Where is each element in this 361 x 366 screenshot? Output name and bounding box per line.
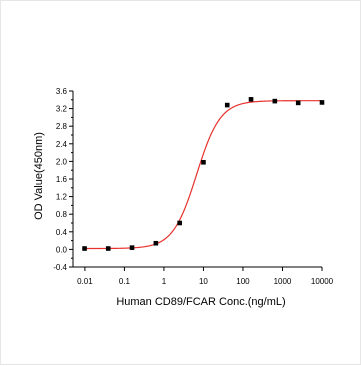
x-axis-ticks: 0.01 0.1 1 10 100 1000 10000 bbox=[77, 267, 334, 286]
y-tick-label: 1.6 bbox=[56, 175, 68, 184]
x-tick-label: 1 bbox=[162, 277, 167, 286]
y-tick-label: 3.2 bbox=[56, 105, 68, 114]
y-tick-label: 2.4 bbox=[56, 140, 68, 149]
x-tick-label: 10000 bbox=[311, 277, 334, 286]
data-point bbox=[224, 102, 230, 108]
y-tick-label: 0.0 bbox=[56, 245, 68, 254]
data-point bbox=[319, 100, 325, 105]
y-tick-label: 0.8 bbox=[56, 210, 68, 219]
x-tick-label: 0.1 bbox=[119, 277, 131, 286]
fit-curve bbox=[84, 100, 322, 250]
data-point bbox=[272, 98, 278, 104]
y-tick-label: 1.2 bbox=[56, 193, 68, 202]
data-point bbox=[105, 246, 111, 251]
x-tick-label: 100 bbox=[236, 277, 250, 286]
data-point bbox=[295, 100, 301, 106]
data-point bbox=[177, 220, 182, 226]
y-tick-label: 2.0 bbox=[56, 157, 68, 166]
data-point bbox=[201, 159, 206, 165]
x-tick-label: 1000 bbox=[274, 277, 292, 286]
data-point bbox=[153, 240, 159, 246]
y-tick-label: 2.8 bbox=[56, 122, 68, 131]
y-tick-label: 3.6 bbox=[56, 87, 68, 96]
data-point bbox=[248, 97, 254, 102]
y-axis-ticks: -0.4 0.0 0.4 0.8 1.2 1.6 2.0 2.4 2.8 3.2 3.6 bbox=[53, 87, 73, 272]
data-points bbox=[82, 97, 325, 251]
y-tick-label: -0.4 bbox=[53, 263, 67, 272]
data-point bbox=[82, 246, 87, 251]
axes bbox=[72, 91, 322, 268]
x-axis-title: Human CD89/FCAR Conc.(ng/mL) bbox=[116, 296, 285, 308]
data-point bbox=[129, 245, 135, 250]
x-tick-label: 0.01 bbox=[77, 277, 93, 286]
x-tick-label: 10 bbox=[199, 277, 208, 286]
y-axis-title: OD Value(450nm) bbox=[33, 132, 45, 220]
y-tick-label: 0.4 bbox=[56, 228, 68, 237]
